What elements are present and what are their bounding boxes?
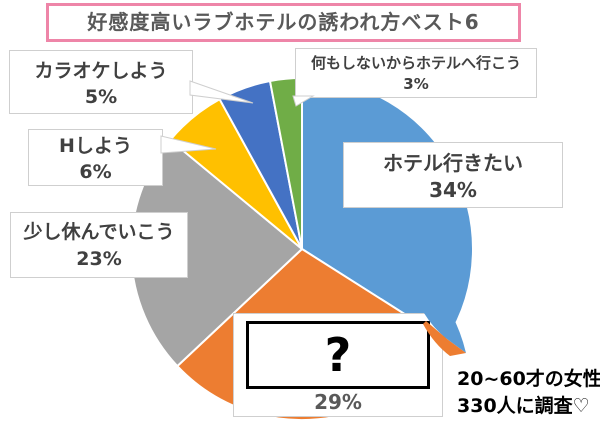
pie-slice-nanimo-shinai bbox=[268, 76, 303, 250]
pie-slice-h-shiyou bbox=[168, 97, 303, 250]
callout-hotel-ikitai: ホテル行きたい 34% bbox=[343, 142, 563, 208]
mystery-percent: 29% bbox=[314, 390, 362, 414]
callout-karaoke-label: カラオケしよう bbox=[34, 60, 168, 82]
callout-hotel-label: ホテル行きたい bbox=[383, 151, 523, 175]
callout-nanimo-label: 何もしないからホテルへ行こう bbox=[310, 54, 521, 72]
callout-mystery: ? 29% bbox=[233, 313, 443, 417]
karaoke-pointer bbox=[189, 80, 254, 104]
callout-karaoke: カラオケしよう 5% bbox=[9, 50, 193, 114]
callout-sukoshi-percent: 23% bbox=[76, 248, 122, 270]
callout-nanimo-percent: 3% bbox=[403, 75, 429, 93]
survey-note: 20~60才の女性 330人に調査♡ bbox=[457, 366, 600, 420]
pie-slice-karaoke-shiyou bbox=[218, 79, 303, 250]
chart-title: 好感度高いラブホテルの誘われ方ベスト6 bbox=[46, 3, 521, 42]
callout-h-shiyou-label: Hしよう bbox=[59, 135, 132, 157]
h-shiyou-pointer bbox=[160, 135, 217, 154]
callout-h-shiyou-percent: 6% bbox=[79, 161, 112, 183]
pie-slice-hotel-ikitai bbox=[301, 76, 475, 342]
survey-note-line1: 20~60才の女性 bbox=[457, 368, 600, 390]
callout-sukoshi-yasunde: 少し休んでいこう 23% bbox=[10, 212, 188, 278]
question-mark: ? bbox=[324, 328, 352, 382]
callout-sukoshi-label: 少し休んでいこう bbox=[23, 221, 175, 243]
callout-karaoke-percent: 5% bbox=[84, 86, 118, 108]
callout-nanimo-shinai: 何もしないからホテルへ行こう 3% bbox=[295, 48, 537, 98]
survey-note-line2: 330人に調査♡ bbox=[457, 395, 590, 417]
callout-h-shiyou: Hしよう 6% bbox=[28, 129, 163, 186]
callout-hotel-percent: 34% bbox=[429, 178, 477, 202]
mystery-question-box: ? bbox=[246, 321, 430, 389]
